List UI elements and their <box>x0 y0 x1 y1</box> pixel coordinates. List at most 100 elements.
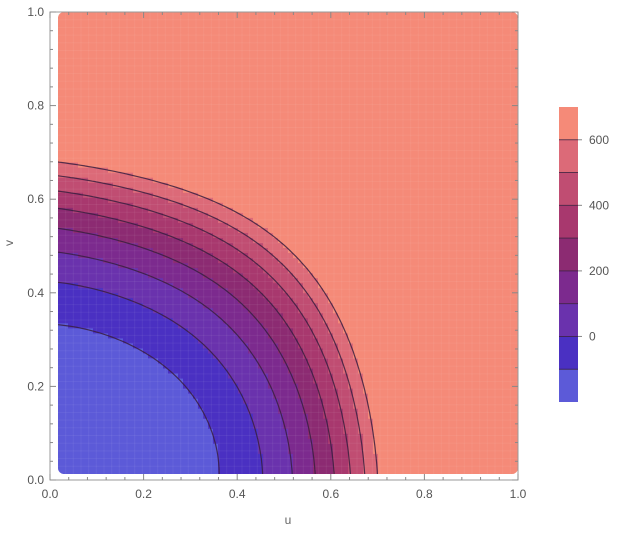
band-cell <box>243 137 249 144</box>
band-cell <box>158 463 164 470</box>
band-cell <box>153 132 159 139</box>
band-cell <box>303 383 309 390</box>
band-cell <box>153 428 159 435</box>
band-cell <box>118 102 124 109</box>
band-cell <box>118 157 124 164</box>
band-cell <box>103 253 109 259</box>
band-cell <box>173 127 179 134</box>
band-cell <box>208 468 214 474</box>
band-cell <box>183 468 189 474</box>
band-cell <box>158 268 164 274</box>
band-cell <box>118 248 124 254</box>
band-cell <box>163 182 169 189</box>
band-cell <box>178 258 184 264</box>
band-cell <box>188 458 194 465</box>
band-cell <box>133 162 139 169</box>
band-cell <box>178 458 184 465</box>
band-cell <box>258 278 264 284</box>
band-cell <box>118 197 124 204</box>
band-cell <box>298 433 304 440</box>
band-cell <box>113 27 119 33</box>
band-cell <box>288 137 294 144</box>
band-cell <box>103 448 109 455</box>
band-cell <box>153 82 159 88</box>
band-cell <box>118 303 124 309</box>
band-cell <box>98 273 104 279</box>
band-cell <box>183 428 189 435</box>
band-cell <box>98 433 104 440</box>
band-cell <box>103 32 109 38</box>
band-cell <box>143 102 149 109</box>
band-cell <box>113 67 119 73</box>
band-cell <box>148 232 154 239</box>
band-cell <box>173 323 179 329</box>
band-cell <box>183 32 189 38</box>
band-cell <box>88 217 94 224</box>
band-cell <box>183 308 189 314</box>
band-cell <box>103 22 109 28</box>
band-cell <box>288 102 294 109</box>
band-cell <box>178 333 184 340</box>
band-cell <box>98 293 104 299</box>
band-cell <box>58 268 64 274</box>
band-cell <box>228 258 234 264</box>
band-cell <box>168 303 174 309</box>
band-cell <box>243 97 249 103</box>
band-cell <box>148 398 154 405</box>
band-cell <box>58 428 64 435</box>
band-cell <box>173 433 179 440</box>
band-cell <box>138 62 144 68</box>
band-cell <box>153 448 159 455</box>
band-cell <box>123 27 129 33</box>
band-cell <box>258 137 264 144</box>
band-cell <box>208 298 214 304</box>
band-cell <box>263 343 269 350</box>
band-cell <box>113 243 119 249</box>
band-cell <box>158 232 164 239</box>
band-cell <box>148 27 154 33</box>
band-cell <box>228 283 234 289</box>
band-cell <box>168 253 174 259</box>
band-cell <box>298 52 304 58</box>
band-cell <box>78 217 84 224</box>
band-cell <box>323 468 329 474</box>
band-cell <box>103 147 109 154</box>
band-cell <box>143 443 149 450</box>
band-cell <box>128 107 134 114</box>
band-cell <box>128 353 134 360</box>
band-cell <box>138 263 144 269</box>
band-cell <box>123 32 129 38</box>
band-cell <box>148 162 154 169</box>
band-cell <box>303 212 309 219</box>
band-cell <box>303 97 309 103</box>
band-cell <box>123 117 129 124</box>
band-cell <box>63 448 69 455</box>
band-cell <box>93 273 99 279</box>
band-cell <box>93 313 99 319</box>
band-cell <box>108 32 114 38</box>
band-cell <box>118 458 124 465</box>
band-cell <box>273 77 279 83</box>
band-cell <box>63 132 69 139</box>
band-cell <box>68 42 74 48</box>
band-cell <box>123 248 129 254</box>
band-cell <box>313 192 319 199</box>
band-cell <box>138 378 144 385</box>
band-cell <box>73 82 79 88</box>
band-cell <box>98 207 104 214</box>
band-cell <box>158 378 164 385</box>
band-cell <box>248 102 254 109</box>
band-cell <box>143 167 149 174</box>
band-cell <box>148 463 154 470</box>
band-cell <box>258 167 264 174</box>
band-cell <box>113 453 119 460</box>
band-cell <box>223 102 229 109</box>
band-cell <box>88 268 94 274</box>
band-cell <box>108 177 114 184</box>
band-cell <box>123 383 129 390</box>
band-cell <box>248 142 254 149</box>
band-cell <box>118 273 124 279</box>
band-cell <box>133 398 139 405</box>
band-cell <box>73 278 79 284</box>
band-cell <box>78 463 84 470</box>
